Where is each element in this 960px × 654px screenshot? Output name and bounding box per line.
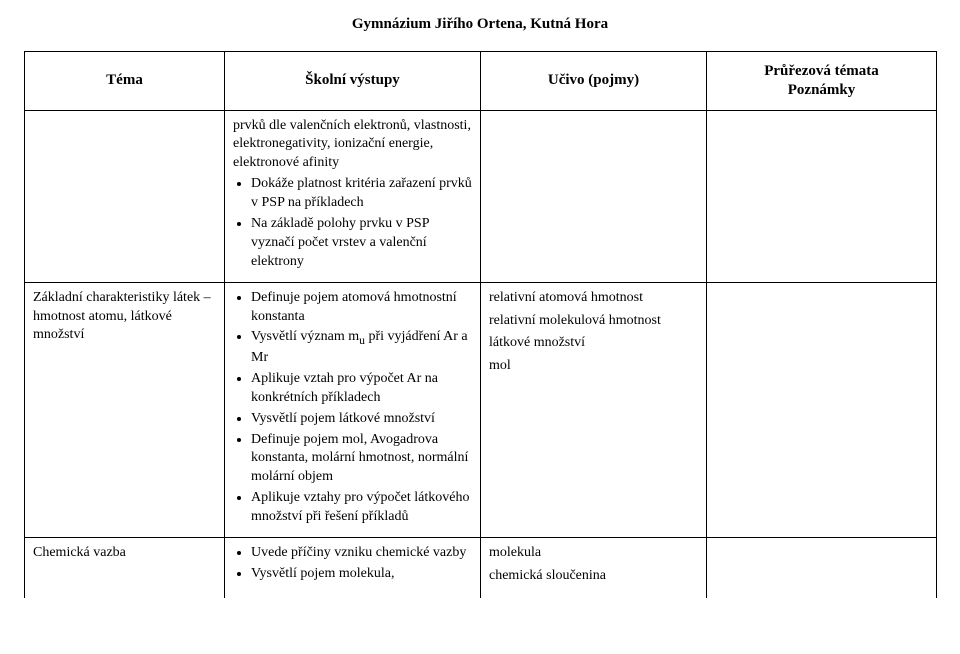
col-header-notes-line1: Průřezová témata xyxy=(713,62,930,81)
header-row: Téma Školní výstupy Učivo (pojmy) Průřez… xyxy=(25,52,937,111)
table-row: prvků dle valenčních elektronů, vlastnos… xyxy=(25,110,937,282)
page-title: Gymnázium Jiřího Ortena, Kutná Hora xyxy=(24,16,936,33)
topic-cell xyxy=(25,110,225,282)
list-item: prvků dle valenčních elektronů, vlastnos… xyxy=(233,117,472,174)
topic-cell: Chemická vazba xyxy=(25,537,225,597)
list-item: chemická sloučenina xyxy=(489,567,698,586)
topic-cell: Základní charakteristiky látek – hmotnos… xyxy=(25,282,225,537)
list-item: Vysvětlí pojem molekula, xyxy=(251,565,472,584)
concepts-cell xyxy=(481,110,707,282)
list-item: Aplikuje vztahy pro výpočet látkového mn… xyxy=(251,489,472,527)
col-header-notes: Průřezová témata Poznámky xyxy=(707,52,937,111)
curriculum-table: Téma Školní výstupy Učivo (pojmy) Průřez… xyxy=(24,51,937,598)
list-item: Dokáže platnost kritéria zařazení prvků … xyxy=(251,175,472,213)
list-item: Vysvětlí pojem látkové množství xyxy=(251,410,472,429)
concepts-cell: relativní atomová hmotnost relativní mol… xyxy=(481,282,707,537)
list-item: Na základě polohy prvku v PSP vyznačí po… xyxy=(251,215,472,272)
col-header-outputs: Školní výstupy xyxy=(225,52,481,111)
concepts-cell: molekula chemická sloučenina xyxy=(481,537,707,597)
list-item: Definuje pojem atomová hmotnostní konsta… xyxy=(251,289,472,327)
table-row: Chemická vazba Uvede příčiny vzniku chem… xyxy=(25,537,937,597)
list-item: látkové množství xyxy=(489,334,698,353)
notes-cell xyxy=(707,110,937,282)
list-item: Vysvětlí význam mu při vyjádření Ar a Mr xyxy=(251,328,472,367)
list-item: relativní molekulová hmotnost xyxy=(489,312,698,331)
col-header-notes-line2: Poznámky xyxy=(713,81,930,100)
list-item: Definuje pojem mol, Avogadrova konstanta… xyxy=(251,431,472,488)
list-item: molekula xyxy=(489,544,698,563)
list-item: mol xyxy=(489,357,698,376)
table-row: Základní charakteristiky látek – hmotnos… xyxy=(25,282,937,537)
notes-cell xyxy=(707,282,937,537)
list-item: Uvede příčiny vzniku chemické vazby xyxy=(251,544,472,563)
outputs-cell: prvků dle valenčních elektronů, vlastnos… xyxy=(225,110,481,282)
list-item: Aplikuje vztah pro výpočet Ar na konkrét… xyxy=(251,370,472,408)
col-header-concepts: Učivo (pojmy) xyxy=(481,52,707,111)
list-item: relativní atomová hmotnost xyxy=(489,289,698,308)
col-header-topic: Téma xyxy=(25,52,225,111)
notes-cell xyxy=(707,537,937,597)
outputs-cell: Uvede příčiny vzniku chemické vazby Vysv… xyxy=(225,537,481,597)
outputs-cell: Definuje pojem atomová hmotnostní konsta… xyxy=(225,282,481,537)
